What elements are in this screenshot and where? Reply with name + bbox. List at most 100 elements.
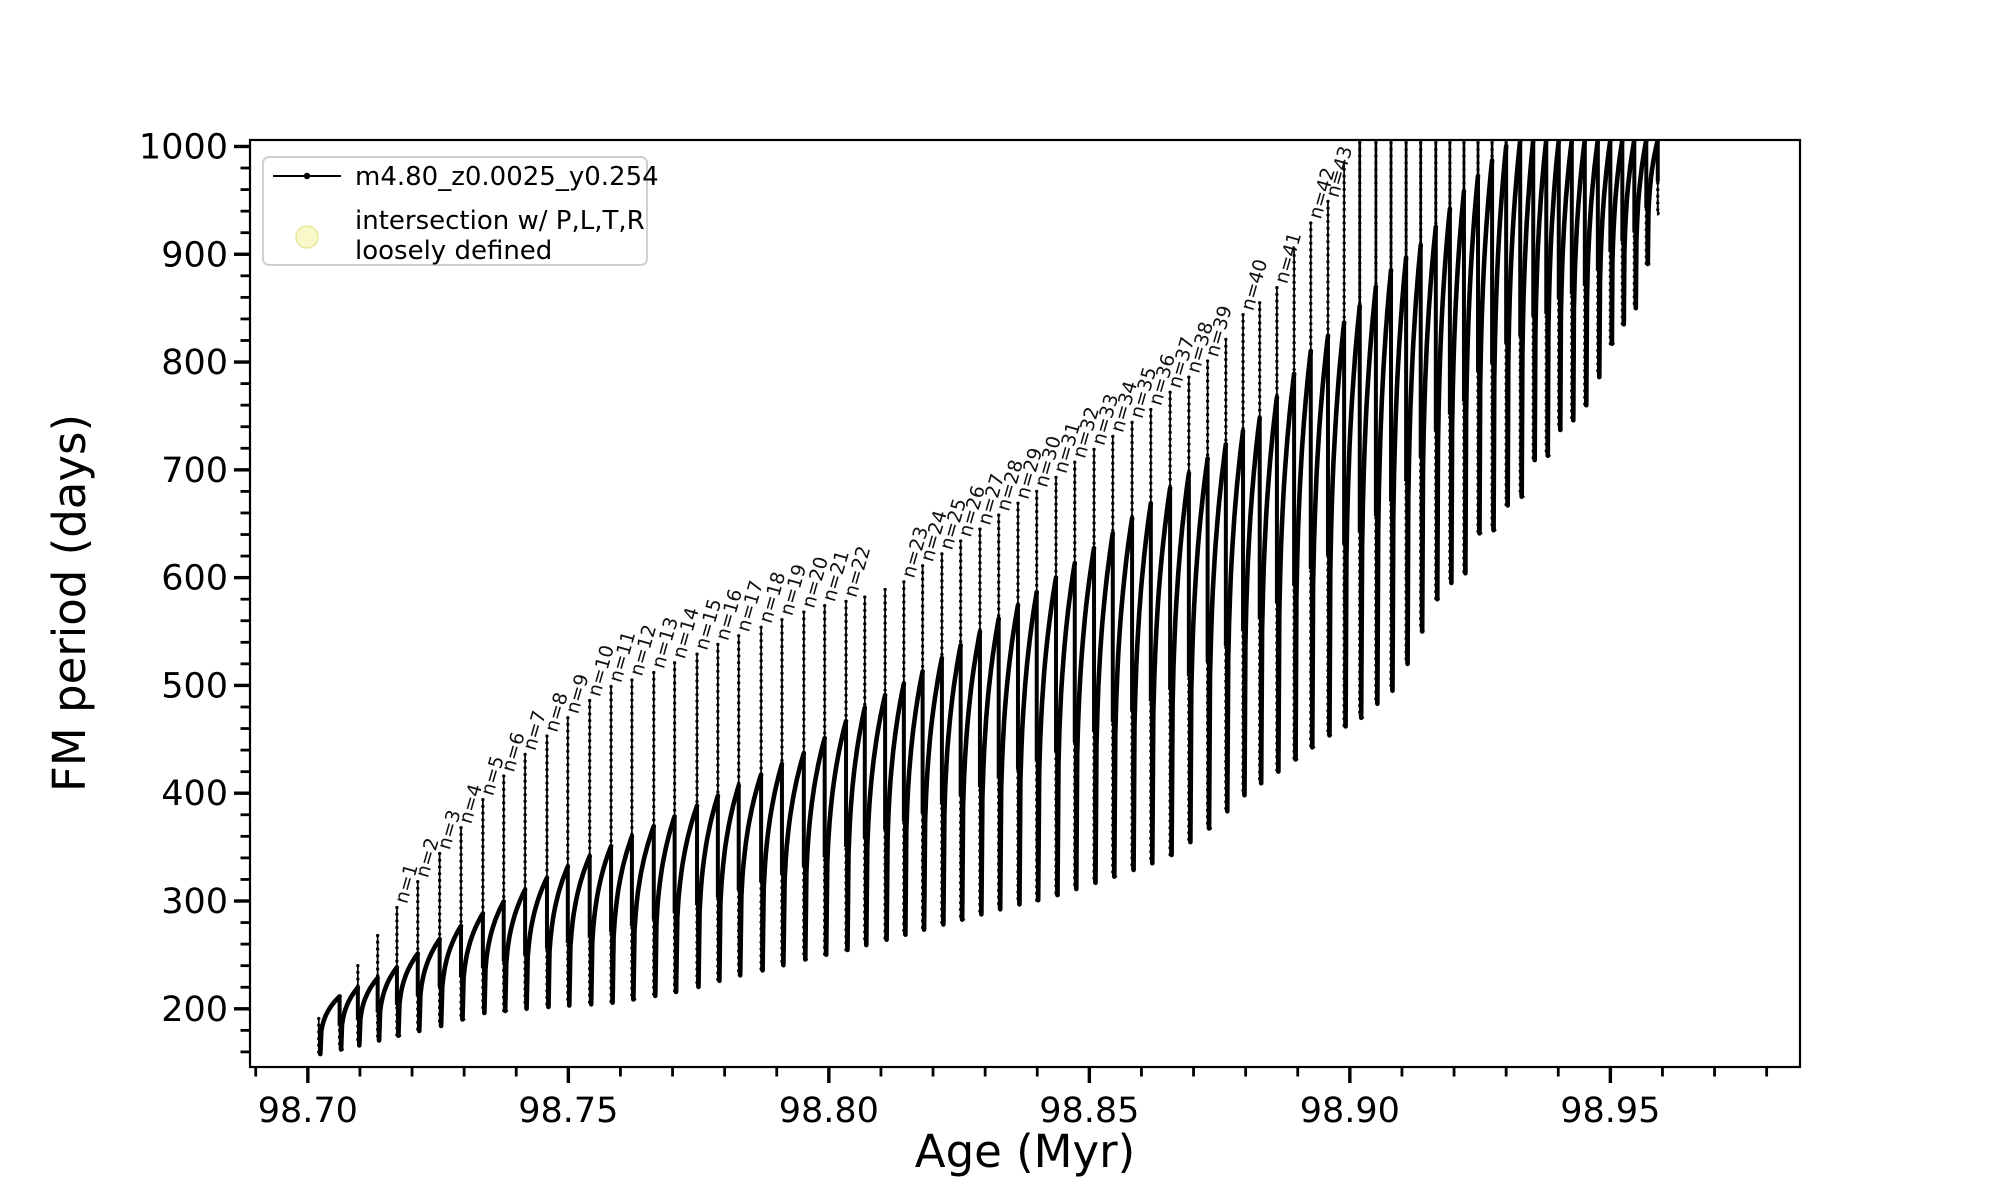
y-tick-label: 300 — [161, 882, 228, 922]
arc-segment — [1343, 303, 1362, 729]
dip-line-tail — [902, 820, 909, 936]
arc-segment — [1017, 589, 1039, 907]
dip-line-tail — [802, 865, 809, 961]
arc-segment — [673, 803, 700, 995]
arc-segment — [1035, 575, 1059, 903]
arc-segment — [1327, 320, 1347, 738]
x-tick-label: 98.95 — [1560, 1091, 1660, 1131]
arc-segment — [1188, 456, 1210, 845]
arc-segment — [396, 951, 421, 1038]
arc-segment — [1093, 531, 1116, 886]
arc-segment — [1242, 415, 1262, 798]
arc-segment — [1491, 143, 1509, 533]
arc-segment — [653, 814, 677, 999]
arc-segment — [460, 911, 486, 1022]
x-tick-label: 98.75 — [518, 1091, 618, 1131]
arc-segment — [1055, 560, 1078, 898]
dip-line-tail — [1596, 269, 1603, 379]
arc-segment — [588, 843, 614, 1007]
dip-line-tail — [696, 904, 702, 988]
arc-segment — [631, 823, 657, 1002]
dip-line-tail — [1419, 456, 1426, 633]
data-series — [317, 140, 1663, 1057]
arc-segment — [979, 616, 1001, 917]
arc-segment — [1150, 485, 1173, 866]
arc-segment — [1206, 442, 1229, 831]
dip-line-tail — [1448, 413, 1455, 585]
arc-segment — [524, 875, 550, 1011]
y-tick-label: 1000 — [139, 127, 228, 167]
y-tick-label: 800 — [161, 343, 228, 383]
arc-segment — [1435, 206, 1453, 602]
arc-segment — [823, 718, 849, 957]
arc-segment — [864, 692, 888, 948]
arc-segment — [903, 669, 925, 937]
arc-segment — [803, 735, 827, 962]
y-axis-label: FM period (days) — [43, 414, 96, 792]
arc-segment — [1225, 428, 1246, 814]
x-tick-label: 98.70 — [258, 1091, 358, 1131]
dip-line-tail — [481, 967, 488, 1014]
arc-segment — [1505, 140, 1523, 508]
legend-label-intersection-line1: intersection w/ P,L,T,R — [355, 206, 645, 236]
dip-line-tail — [1532, 315, 1538, 462]
arc-segment — [1477, 158, 1495, 536]
legend-label-intersection-line2: loosely defined — [355, 236, 552, 266]
arc-segment — [997, 602, 1021, 912]
dip-line-tail — [1326, 554, 1333, 737]
arc-segment — [318, 994, 342, 1057]
dip-line-tail — [1557, 298, 1564, 431]
arc-segment — [884, 681, 907, 942]
legend-circle-marker-icon — [295, 225, 319, 249]
x-tick-label: 98.90 — [1300, 1091, 1400, 1131]
dip-line-tail — [1633, 231, 1639, 310]
arc-segment — [1293, 348, 1314, 762]
arc-segment — [502, 887, 528, 1014]
dip-line-tail — [566, 941, 573, 1007]
arc-segment — [717, 783, 741, 984]
arc-segment — [482, 899, 506, 1016]
x-axis-label: Age (Myr) — [915, 1125, 1135, 1178]
y-tick-label: 400 — [161, 774, 228, 814]
arc-segment — [1169, 471, 1192, 858]
dip-line-tail — [760, 881, 766, 972]
spike-number-labels: n=1n=2n=3n=4n=5n=6n=7n=8n=9n=10n=11n=12n… — [391, 144, 1358, 906]
arc-segment — [1276, 371, 1297, 774]
y-tick-label: 500 — [161, 666, 228, 706]
dip-line-tail — [1149, 700, 1156, 865]
arc-segment — [1074, 545, 1097, 892]
arc-segment — [357, 975, 380, 1048]
arc-segment — [781, 750, 807, 968]
x-tick-label: 98.85 — [1039, 1091, 1139, 1131]
arc-segment — [845, 705, 868, 953]
legend: m4.80_z0.0025_y0.254 intersection w/ P,L… — [262, 156, 659, 266]
arc-segment — [760, 761, 785, 973]
arc-segment — [737, 772, 764, 978]
x-tick-label: 98.80 — [779, 1091, 879, 1131]
arc-segment — [696, 793, 721, 990]
dip-line-tail — [395, 1003, 402, 1037]
arc-segment — [1131, 501, 1154, 873]
arc-segment — [338, 985, 361, 1052]
arc-segment — [1449, 189, 1467, 586]
dip-line-tail — [356, 1018, 363, 1047]
arc-segment — [1405, 242, 1423, 667]
arc-segment — [1310, 333, 1331, 750]
y-tick-label: 200 — [161, 990, 228, 1030]
arc-segment — [1112, 515, 1135, 879]
arc-segment — [1390, 255, 1409, 694]
legend-box — [262, 156, 648, 266]
arc-segment — [376, 965, 400, 1043]
axis-tick-labels: 98.70 98.75 98.80 98.85 98.90 98.95 200 300 400 5… — [139, 127, 1661, 1131]
arc-segment — [921, 655, 945, 932]
y-tick-label: 900 — [161, 235, 228, 275]
dip-line-tail — [1434, 430, 1441, 601]
arc-segment — [1258, 395, 1280, 786]
arc-segment — [567, 853, 592, 1008]
legend-dot-marker-icon — [303, 172, 311, 180]
legend-label-series: m4.80_z0.0025_y0.254 — [355, 162, 659, 192]
arc-segment — [941, 642, 963, 927]
arc-segment — [610, 834, 635, 1005]
dip-line-tail — [1645, 207, 1651, 265]
